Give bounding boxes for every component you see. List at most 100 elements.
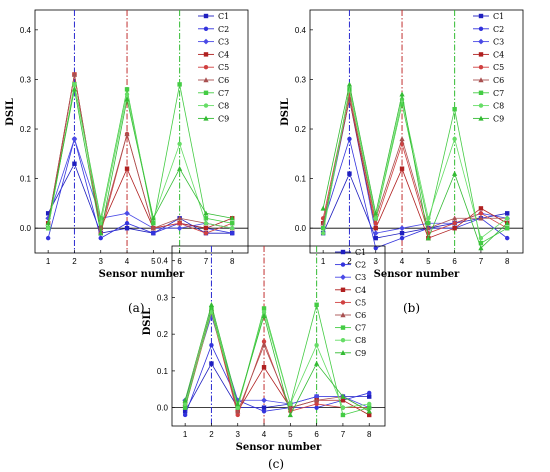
legend-label-C4: C4 [218, 50, 229, 59]
data-point-C8 [45, 226, 51, 231]
data-point-C7 [505, 226, 510, 231]
legend-label-C1: C1 [493, 12, 504, 21]
y-tick-label: 0.3 [20, 75, 32, 84]
data-point-C9 [229, 215, 235, 221]
y-tick-label: 0.3 [157, 293, 169, 302]
data-point-C8 [209, 309, 214, 315]
legend-marker-C2 [478, 26, 484, 31]
legend-label-C9: C9 [355, 349, 366, 358]
legend-marker-C4 [203, 52, 209, 57]
data-point-C8 [505, 216, 510, 221]
data-point-C2 [373, 245, 378, 251]
data-point-C9 [452, 170, 458, 176]
legend-label-C8: C8 [355, 336, 366, 345]
legend-marker-C7 [340, 325, 346, 330]
legend-label-C7: C7 [493, 89, 504, 98]
legend-marker-C1 [340, 249, 346, 255]
data-point-C9 [399, 91, 405, 97]
data-point-C6 [71, 71, 78, 77]
x-tick-label: 3 [374, 257, 379, 266]
data-point-C2 [151, 230, 156, 236]
data-point-C7 [478, 240, 484, 246]
data-point-C2 [347, 136, 352, 142]
data-point-C8 [373, 216, 378, 221]
x-tick-label: 6 [314, 430, 319, 439]
legend-marker-C8 [340, 338, 346, 343]
data-point-C1 [367, 394, 372, 399]
series-line-C3 [47, 137, 233, 229]
legend-marker-C7 [478, 90, 484, 95]
data-point-C8 [235, 405, 240, 410]
data-point-C4 [452, 226, 457, 231]
data-point-C8 [320, 230, 326, 236]
data-point-C7 [261, 306, 267, 311]
data-point-C9 [208, 301, 215, 307]
x-tick-label: 6 [452, 257, 457, 266]
data-point-C7 [98, 216, 103, 221]
x-axis-title: Sensor number [236, 442, 322, 453]
data-point-C3 [124, 210, 130, 217]
data-point-C7 [426, 221, 431, 226]
data-point-C8 [182, 401, 188, 407]
x-tick-label: 7 [479, 257, 484, 266]
legend-label-C5: C5 [218, 63, 229, 72]
data-point-C4 [340, 398, 346, 403]
legend-marker-C5 [478, 65, 484, 70]
y-tick-label: 0.1 [295, 175, 307, 184]
panel-label-c: (c) [268, 457, 285, 471]
data-point-C5 [203, 230, 209, 236]
panel-label-b: (b) [403, 301, 421, 315]
data-point-C9 [425, 235, 431, 241]
legend: C1 C2 C3 C4 C5 C6 C7 C8 C9 [473, 12, 504, 123]
data-point-C3 [261, 397, 267, 404]
data-point-C8 [124, 92, 130, 97]
legend-label-C4: C4 [493, 50, 504, 59]
legend-marker-C7 [203, 90, 209, 95]
data-point-C1 [182, 409, 188, 414]
legend-label-C8: C8 [493, 102, 504, 111]
data-point-C9 [340, 393, 346, 399]
data-point-C7 [314, 302, 319, 307]
data-point-C1 [347, 171, 352, 176]
data-point-C9 [182, 397, 188, 403]
data-point-C9 [346, 81, 353, 87]
legend-marker-C4 [478, 52, 484, 57]
data-point-C5 [261, 339, 267, 344]
data-point-C4 [399, 166, 405, 171]
y-tick-label: 0.0 [20, 224, 32, 233]
data-point-C7 [124, 87, 130, 92]
x-tick-label: 2 [209, 430, 214, 439]
x-tick-label: 7 [341, 430, 346, 439]
data-point-C2 [367, 390, 372, 396]
data-point-C8 [72, 82, 77, 87]
data-point-C8 [478, 235, 484, 241]
x-tick-label: 7 [204, 257, 209, 266]
y-tick-label: 0.4 [20, 26, 32, 35]
data-point-C8 [288, 401, 293, 407]
legend-marker-C8 [478, 103, 484, 108]
legend-marker-C9 [340, 350, 346, 355]
y-tick-label: 0.1 [157, 367, 169, 376]
series-line-C9 [47, 89, 233, 234]
data-point-C7 [182, 405, 188, 410]
data-point-C2 [399, 235, 405, 241]
y-tick-label: 0.3 [295, 75, 307, 84]
legend-marker-C6 [203, 77, 209, 83]
data-point-C6 [478, 215, 484, 221]
data-point-C2 [124, 221, 130, 226]
x-tick-label: 8 [505, 257, 510, 266]
data-point-C5 [452, 221, 457, 226]
data-point-C8 [426, 216, 431, 221]
y-tick-label: 0.2 [295, 125, 307, 134]
data-point-C1 [124, 226, 130, 231]
legend-label-C9: C9 [493, 114, 504, 123]
legend-marker-C2 [340, 262, 346, 267]
data-point-C5 [314, 401, 319, 407]
data-point-C6 [346, 96, 353, 102]
data-point-C9 [478, 245, 484, 251]
data-point-C9 [203, 210, 209, 216]
data-point-C7 [209, 306, 214, 311]
legend-label-C7: C7 [218, 89, 229, 98]
legend: C1 C2 C3 C4 C5 C6 C7 C8 C9 [198, 12, 229, 123]
data-point-C9 [177, 165, 183, 171]
